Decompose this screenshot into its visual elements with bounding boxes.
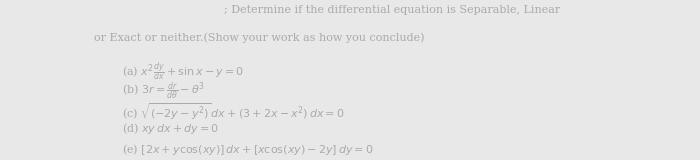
- Text: (c) $\sqrt{(-2y - y^2)}\,dx + (3 + 2x - x^2)\,dx = 0$: (c) $\sqrt{(-2y - y^2)}\,dx + (3 + 2x - …: [122, 102, 345, 122]
- Text: (d) $xy\,dx + dy = 0$: (d) $xy\,dx + dy = 0$: [122, 121, 220, 136]
- Text: (b) $3r = \frac{dr}{d\theta} - \theta^3$: (b) $3r = \frac{dr}{d\theta} - \theta^3$: [122, 81, 206, 102]
- Text: or Exact or neither.(Show your work as how you conclude): or Exact or neither.(Show your work as h…: [94, 32, 424, 43]
- Text: ; Determine if the differential equation is Separable, Linear: ; Determine if the differential equation…: [224, 5, 560, 15]
- Text: (a) $x^2\frac{dy}{dx} + \sin x - y = 0$: (a) $x^2\frac{dy}{dx} + \sin x - y = 0$: [122, 60, 245, 83]
- Text: (e) $[2x + y\cos(xy)]\,dx + [x\cos(xy) - 2y]\,dy = 0$: (e) $[2x + y\cos(xy)]\,dx + [x\cos(xy) -…: [122, 142, 374, 157]
